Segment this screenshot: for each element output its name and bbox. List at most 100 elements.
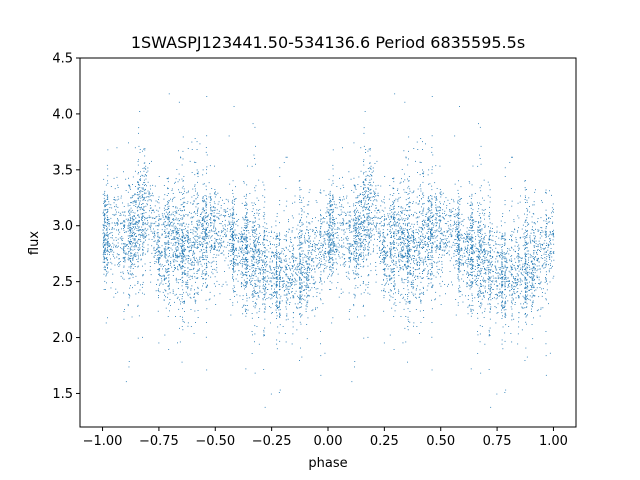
data-point [450,229,452,231]
data-point [414,246,415,248]
data-point [153,246,155,248]
data-point [418,203,420,205]
data-point [304,242,306,244]
data-point [130,217,132,219]
data-point [130,258,132,259]
data-point [172,232,174,234]
data-point [144,196,146,198]
data-point [457,214,459,216]
data-point [407,255,408,257]
data-point [245,201,247,203]
data-point [511,205,513,207]
data-point [329,245,331,247]
data-point [362,210,364,212]
data-point [517,283,518,285]
data-point [199,261,201,263]
data-point [419,212,420,213]
data-point [546,233,547,235]
data-point [185,259,187,261]
data-point [438,227,440,229]
data-point [256,241,258,243]
data-point [181,361,183,363]
data-point [274,244,275,246]
data-point [158,295,159,296]
data-point [221,232,223,233]
data-point [428,207,430,209]
data-point [328,229,330,231]
data-point [411,283,413,285]
data-point [318,240,320,242]
data-point [368,199,370,200]
data-point [232,213,234,214]
data-point [165,209,167,210]
data-point [355,232,356,234]
data-point [249,245,250,247]
data-point [446,239,447,241]
data-point [398,275,400,276]
data-point [362,240,364,242]
data-point [379,234,381,236]
data-point [394,211,396,213]
data-point [136,230,138,231]
data-point [115,293,117,294]
data-point [295,258,297,259]
data-point [493,283,495,285]
data-point [159,247,161,249]
data-point [531,276,533,278]
data-point [158,196,160,198]
data-point [407,260,408,262]
data-point [127,203,129,205]
data-point [531,279,533,281]
data-point [381,243,383,245]
data-point [407,244,409,246]
data-point [430,282,432,284]
data-point [233,261,234,263]
data-point [118,233,120,235]
data-point [202,238,204,240]
data-point [254,292,256,294]
data-point [511,315,513,317]
data-point [172,219,173,220]
data-point [178,242,179,244]
data-point [264,256,266,257]
data-point [308,257,310,259]
data-point [501,236,503,237]
data-point [483,317,485,318]
data-point [504,272,506,274]
data-point [353,248,354,250]
data-point [350,178,352,180]
data-point [357,196,359,198]
data-point [479,273,481,275]
data-point [489,290,491,292]
data-point [245,368,247,370]
data-point [410,270,411,271]
data-point [207,237,209,239]
data-point [246,271,248,273]
data-point [413,255,415,256]
data-point [145,236,147,238]
data-point [138,233,140,235]
data-point [230,264,231,265]
data-point [334,246,336,247]
data-point [308,232,309,234]
data-point [168,349,170,350]
data-point [504,167,506,169]
data-point [353,225,355,227]
data-point [246,213,247,215]
data-point [545,220,547,222]
data-point [492,256,494,258]
data-point [354,222,356,224]
data-point [182,180,184,182]
data-point [276,266,278,267]
data-point [488,334,490,335]
data-point [344,231,346,233]
data-point [477,256,479,258]
data-point [455,249,457,250]
data-point [181,294,183,295]
data-point [169,253,170,254]
data-point [184,190,185,192]
data-point [387,251,389,253]
data-point [330,247,332,249]
data-point [328,193,330,195]
data-point [443,216,444,218]
